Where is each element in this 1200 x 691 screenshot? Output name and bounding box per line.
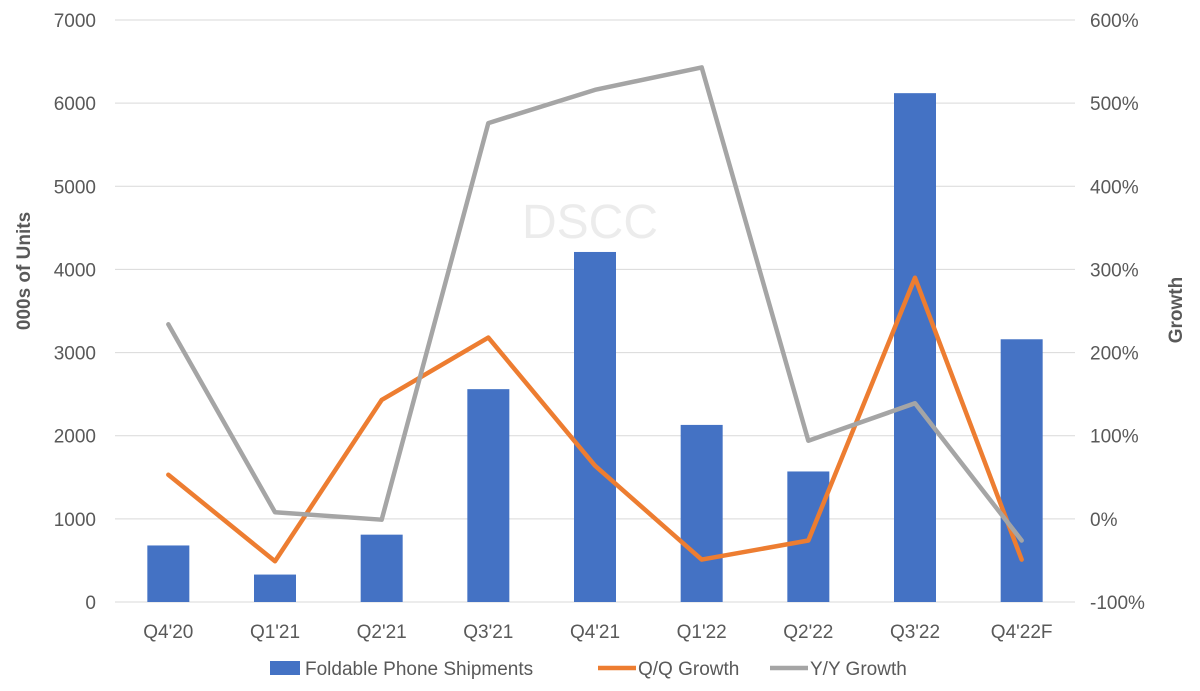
y-tick-label: 1000 bbox=[54, 510, 96, 531]
y2-tick-label: 0% bbox=[1090, 510, 1118, 531]
y-tick-label: 0 bbox=[85, 593, 96, 614]
y2-tick-label: 400% bbox=[1090, 177, 1139, 198]
y-tick-label: 7000 bbox=[54, 11, 96, 32]
bar-3 bbox=[467, 389, 510, 602]
bar-8 bbox=[1000, 339, 1043, 602]
x-axis-ticks: Q4'20 Q1'21 Q2'21 Q3'21 Q4'21 Q1'22 Q2'22 Q3'22… bbox=[143, 622, 1052, 643]
bar-5 bbox=[680, 424, 723, 602]
y-tick-label: 6000 bbox=[54, 94, 96, 115]
bar-4 bbox=[574, 251, 616, 602]
watermark-text: DSCC bbox=[522, 196, 658, 249]
y-tick-label: 2000 bbox=[54, 427, 96, 448]
y2-tick-label: 500% bbox=[1090, 94, 1139, 115]
bar-1 bbox=[254, 574, 296, 602]
x-tick-label: Q2'21 bbox=[357, 622, 407, 643]
x-tick-label: Q4'20 bbox=[143, 622, 193, 643]
legend: Foldable Phone Shipments Q/Q Growth Y/Y Gr… bbox=[270, 659, 907, 680]
right-axis-ticks: -100% 0% 100% 200% 300% 400% 500% 600% bbox=[1090, 11, 1145, 614]
x-tick-label: Q1'21 bbox=[250, 622, 300, 643]
legend-label: Y/Y Growth bbox=[810, 659, 907, 680]
y-axis-title: 000s of Units bbox=[14, 212, 35, 330]
legend-label: Foldable Phone Shipments bbox=[305, 659, 533, 680]
line-series bbox=[166, 65, 1024, 564]
y-tick-label: 5000 bbox=[54, 177, 96, 198]
x-tick-label: Q3'22 bbox=[890, 622, 940, 643]
bar-0 bbox=[147, 545, 190, 602]
y-tick-label: 4000 bbox=[54, 260, 96, 281]
y2-tick-label: 200% bbox=[1090, 344, 1139, 365]
bar-series bbox=[147, 93, 1043, 602]
series-line-2 bbox=[166, 65, 1024, 543]
y2-tick-label: 600% bbox=[1090, 11, 1139, 32]
bar-7 bbox=[894, 93, 936, 602]
y2-axis-title: Growth bbox=[1166, 277, 1187, 344]
x-tick-label: Q1'22 bbox=[677, 622, 727, 643]
legend-swatch-0 bbox=[270, 661, 300, 675]
y2-tick-label: -100% bbox=[1090, 593, 1145, 614]
x-tick-label: Q4'22F bbox=[991, 622, 1053, 643]
bar-2 bbox=[360, 534, 403, 602]
legend-label: Q/Q Growth bbox=[638, 659, 739, 680]
y2-tick-label: 300% bbox=[1090, 260, 1139, 281]
y2-tick-label: 100% bbox=[1090, 427, 1139, 448]
x-tick-label: Q3'21 bbox=[463, 622, 513, 643]
y-tick-label: 3000 bbox=[54, 344, 96, 365]
left-axis-ticks: 0 1000 2000 3000 4000 5000 6000 7000 bbox=[54, 11, 96, 614]
x-tick-label: Q4'21 bbox=[570, 622, 620, 643]
series-line-1 bbox=[166, 275, 1024, 564]
x-tick-label: Q2'22 bbox=[783, 622, 833, 643]
